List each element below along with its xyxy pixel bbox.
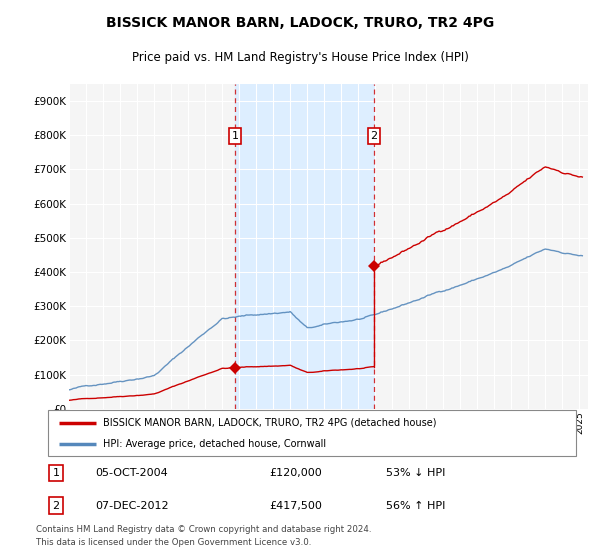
Text: Contains HM Land Registry data © Crown copyright and database right 2024.
This d: Contains HM Land Registry data © Crown c… xyxy=(36,525,371,547)
Text: 2: 2 xyxy=(371,131,377,141)
FancyBboxPatch shape xyxy=(48,410,576,456)
Text: BISSICK MANOR BARN, LADOCK, TRURO, TR2 4PG (detached house): BISSICK MANOR BARN, LADOCK, TRURO, TR2 4… xyxy=(103,418,437,428)
Text: 56% ↑ HPI: 56% ↑ HPI xyxy=(386,501,445,511)
Text: 1: 1 xyxy=(232,131,239,141)
Text: 07-DEC-2012: 07-DEC-2012 xyxy=(95,501,169,511)
Text: 05-OCT-2004: 05-OCT-2004 xyxy=(95,468,168,478)
Bar xyxy=(235,84,374,409)
Text: 53% ↓ HPI: 53% ↓ HPI xyxy=(386,468,445,478)
Text: 2: 2 xyxy=(52,501,59,511)
Text: £120,000: £120,000 xyxy=(270,468,323,478)
Text: BISSICK MANOR BARN, LADOCK, TRURO, TR2 4PG: BISSICK MANOR BARN, LADOCK, TRURO, TR2 4… xyxy=(106,16,494,30)
Text: HPI: Average price, detached house, Cornwall: HPI: Average price, detached house, Corn… xyxy=(103,439,326,449)
Text: 1: 1 xyxy=(52,468,59,478)
Text: £417,500: £417,500 xyxy=(270,501,323,511)
Text: Price paid vs. HM Land Registry's House Price Index (HPI): Price paid vs. HM Land Registry's House … xyxy=(131,51,469,64)
